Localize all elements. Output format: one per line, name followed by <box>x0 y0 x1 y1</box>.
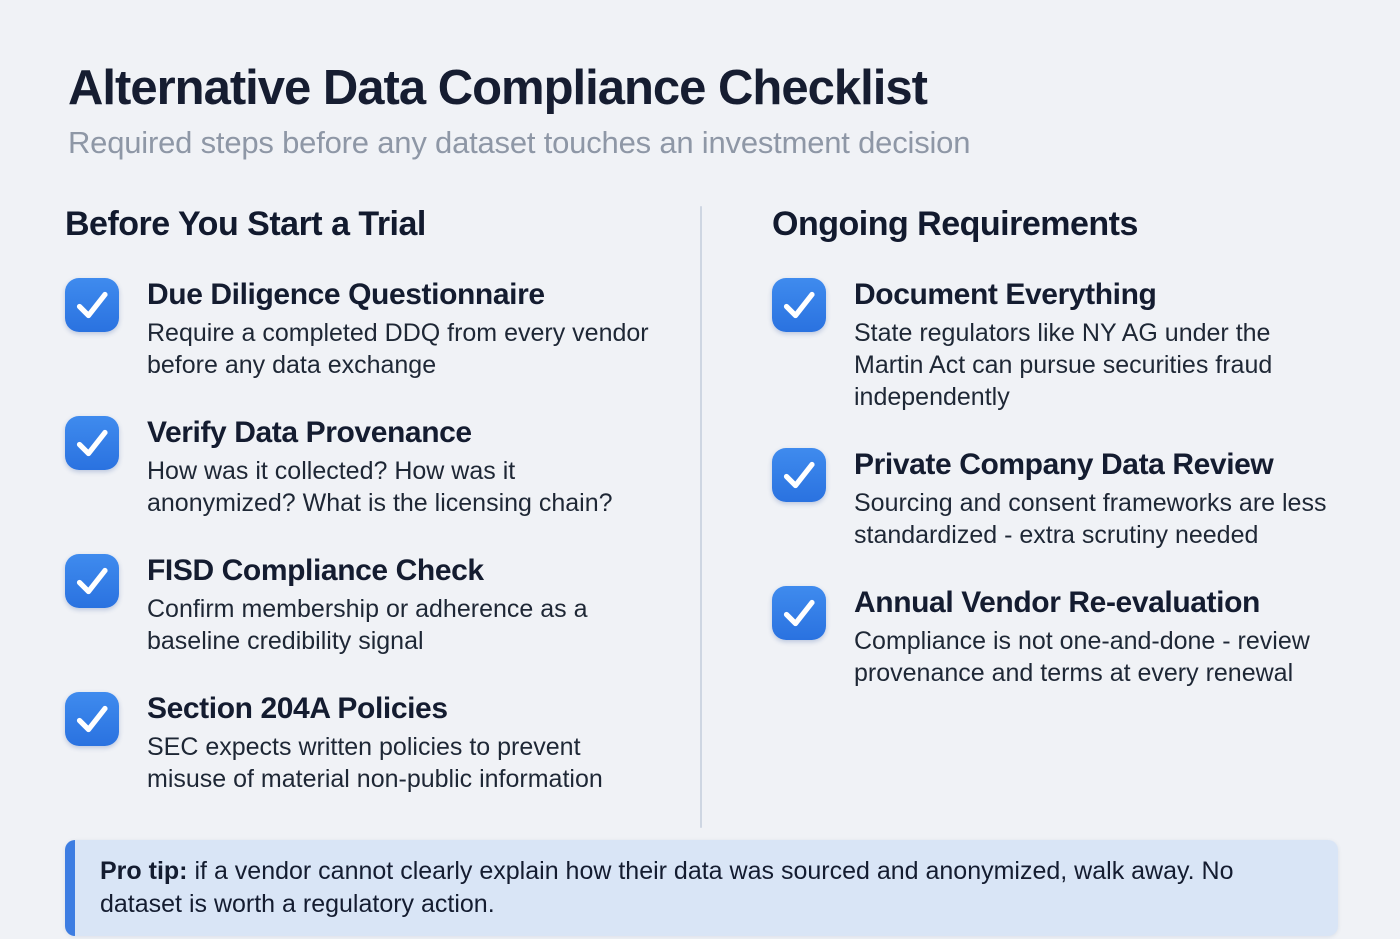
item-title: Document Everything <box>854 277 1157 311</box>
item-description: State regulators like NY AG under the Ma… <box>854 318 1273 411</box>
page-title: Alternative Data Compliance Checklist <box>68 61 928 115</box>
column-before-trial: Before You Start a Trial Due Diligence Q… <box>65 205 700 828</box>
item-title: Section 204A Policies <box>147 691 448 725</box>
checkbox-checked[interactable] <box>65 415 119 470</box>
item-body: Document Everything State regulators lik… <box>826 276 1332 413</box>
item-description: SEC expects written policies to prevent … <box>147 732 603 793</box>
checklist-item: Document Everything State regulators lik… <box>772 276 1340 413</box>
check-icon <box>65 416 119 470</box>
item-description: Sourcing and consent frameworks are less… <box>854 488 1327 549</box>
checkbox-checked[interactable] <box>65 553 119 608</box>
checkbox-checked[interactable] <box>772 585 826 640</box>
check-icon <box>772 278 826 332</box>
checkbox-checked[interactable] <box>772 277 826 332</box>
check-icon <box>65 554 119 608</box>
item-title: FISD Compliance Check <box>147 553 484 587</box>
item-body: Private Company Data Review Sourcing and… <box>826 446 1332 551</box>
checklist-item: FISD Compliance Check Confirm membership… <box>65 552 700 657</box>
section-heading-ongoing: Ongoing Requirements <box>772 205 1138 244</box>
checklist-before-trial: Due Diligence Questionnaire Require a co… <box>65 276 700 828</box>
pro-tip-callout: Pro tip: if a vendor cannot clearly expla… <box>65 840 1338 936</box>
item-body: FISD Compliance Check Confirm membership… <box>119 552 662 657</box>
page-subtitle: Required steps before any dataset touche… <box>68 125 971 161</box>
check-icon <box>772 586 826 640</box>
item-description: Confirm membership or adherence as a bas… <box>147 594 588 655</box>
item-description: Require a completed DDQ from every vendo… <box>147 318 649 379</box>
checklist-item: Private Company Data Review Sourcing and… <box>772 446 1340 551</box>
checkbox-checked[interactable] <box>772 447 826 502</box>
checklist-item: Section 204A Policies SEC expects writte… <box>65 690 700 795</box>
checklist-item: Verify Data Provenance How was it collec… <box>65 414 700 519</box>
item-body: Verify Data Provenance How was it collec… <box>119 414 662 519</box>
check-icon <box>65 692 119 746</box>
section-heading-before-trial: Before You Start a Trial <box>65 205 426 244</box>
column-ongoing-requirements: Ongoing Requirements Document Everything… <box>702 205 1340 827</box>
item-description: How was it collected? How was it anonymi… <box>147 456 613 517</box>
column-divider <box>700 206 702 828</box>
checkbox-checked[interactable] <box>65 691 119 746</box>
checklist-item: Due Diligence Questionnaire Require a co… <box>65 276 700 381</box>
pro-tip-label: Pro tip: <box>100 857 188 885</box>
item-description: Compliance is not one-and-done - review … <box>854 626 1310 687</box>
item-body: Due Diligence Questionnaire Require a co… <box>119 276 662 381</box>
pro-tip-text: if a vendor cannot clearly explain how t… <box>100 857 1234 918</box>
checklist-item: Annual Vendor Re-evaluation Compliance i… <box>772 584 1340 689</box>
item-body: Annual Vendor Re-evaluation Compliance i… <box>826 584 1332 689</box>
check-icon <box>65 278 119 332</box>
item-title: Due Diligence Questionnaire <box>147 277 545 311</box>
columns-container: Before You Start a Trial Due Diligence Q… <box>0 205 1400 828</box>
check-icon <box>772 448 826 502</box>
item-title: Verify Data Provenance <box>147 415 472 449</box>
item-title: Annual Vendor Re-evaluation <box>854 585 1260 619</box>
checklist-ongoing: Document Everything State regulators lik… <box>772 276 1340 722</box>
item-title: Private Company Data Review <box>854 447 1274 481</box>
checkbox-checked[interactable] <box>65 277 119 332</box>
item-body: Section 204A Policies SEC expects writte… <box>119 690 662 795</box>
